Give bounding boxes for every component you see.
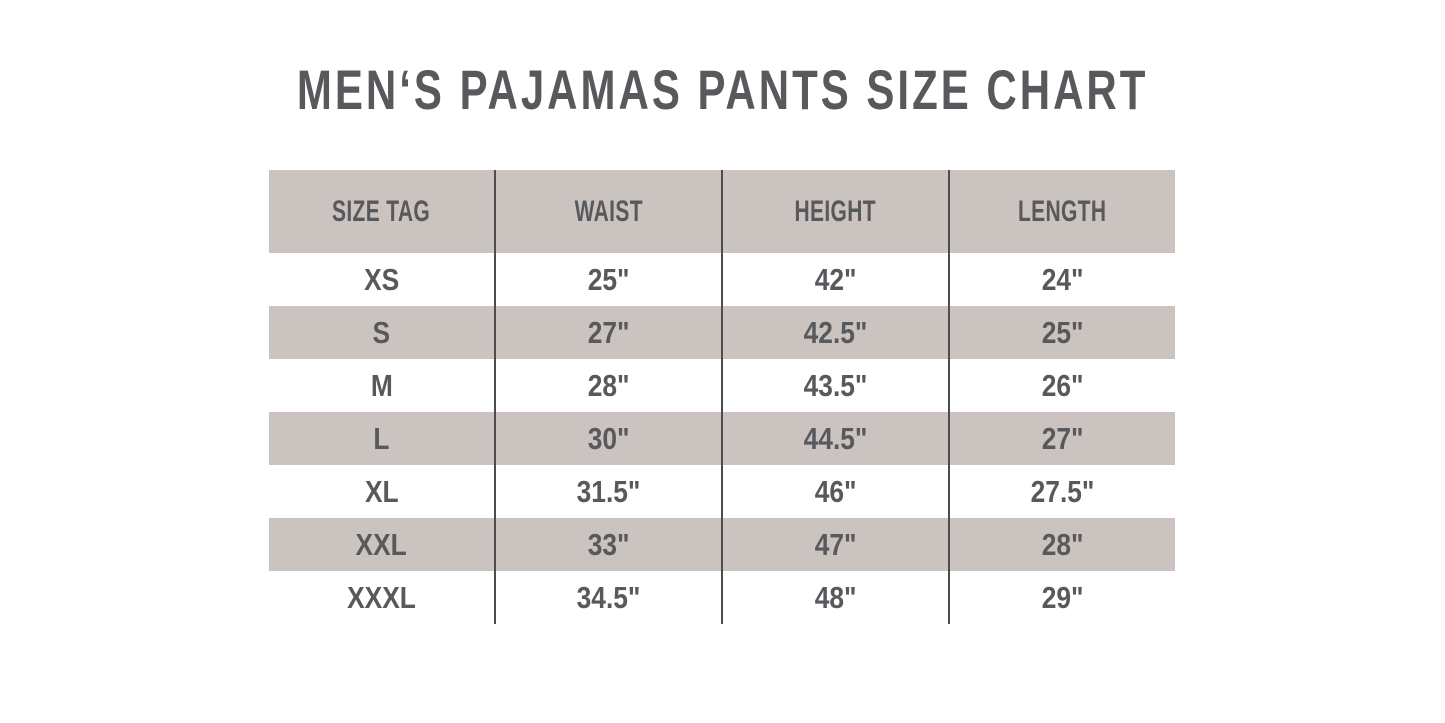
cell-value: 43.5" bbox=[803, 367, 868, 403]
cell-value: 34.5" bbox=[576, 579, 641, 615]
table-row-xxl: XXL 33" 47" 28" bbox=[269, 518, 1175, 571]
cell-value: XXL bbox=[355, 526, 408, 562]
length-cell: 24" bbox=[949, 253, 1175, 306]
cell-value: XS bbox=[363, 261, 400, 297]
size-tag-cell: XL bbox=[269, 465, 496, 518]
cell-value: 42.5" bbox=[803, 314, 868, 350]
size-tag-cell: M bbox=[269, 359, 496, 412]
waist-cell: 27" bbox=[495, 306, 723, 359]
height-cell: 42" bbox=[721, 253, 950, 306]
cell-value: XL bbox=[364, 473, 399, 509]
cell-value: XXXL bbox=[347, 579, 416, 615]
cell-value: 44.5" bbox=[803, 420, 868, 456]
cell-value: 25" bbox=[1041, 314, 1084, 350]
cell-value: 42" bbox=[814, 261, 857, 297]
column-header-label: WAIST bbox=[574, 194, 643, 228]
waist-cell: 28" bbox=[495, 359, 723, 412]
table-row-xxxl: XXXL 34.5" 48" 29" bbox=[269, 571, 1175, 624]
cell-value: 47" bbox=[814, 526, 857, 562]
cell-value: 48" bbox=[814, 579, 857, 615]
cell-value: M bbox=[370, 367, 393, 403]
waist-cell: 31.5" bbox=[495, 465, 723, 518]
table-row-l: L 30" 44.5" 27" bbox=[269, 412, 1175, 465]
cell-value: 27" bbox=[1041, 420, 1084, 456]
table-body: XS 25" 42" 24" S 27" 42.5" 25" M 28" 43.… bbox=[269, 253, 1175, 624]
height-cell: 44.5" bbox=[721, 412, 950, 465]
cell-value: 28" bbox=[1041, 526, 1084, 562]
column-header-label: LENGTH bbox=[1018, 194, 1107, 228]
column-header-size-tag: SIZE TAG bbox=[269, 170, 496, 253]
column-header-height: HEIGHT bbox=[721, 170, 950, 253]
cell-value: 30" bbox=[587, 420, 630, 456]
cell-value: 28" bbox=[587, 367, 630, 403]
size-tag-cell: XS bbox=[269, 253, 496, 306]
waist-cell: 25" bbox=[495, 253, 723, 306]
length-cell: 26" bbox=[949, 359, 1175, 412]
page-title: MEN‘S PAJAMAS PANTS SIZE CHART bbox=[0, 62, 1445, 118]
cell-value: 31.5" bbox=[576, 473, 641, 509]
size-tag-cell: S bbox=[269, 306, 496, 359]
length-cell: 29" bbox=[949, 571, 1175, 624]
cell-value: 29" bbox=[1041, 579, 1084, 615]
height-cell: 46" bbox=[721, 465, 950, 518]
cell-value: 24" bbox=[1041, 261, 1084, 297]
cell-value: 33" bbox=[587, 526, 630, 562]
size-chart-table: SIZE TAG WAIST HEIGHT LENGTH XS 25" 42" … bbox=[269, 170, 1175, 624]
cell-value: 27.5" bbox=[1030, 473, 1095, 509]
height-cell: 42.5" bbox=[721, 306, 950, 359]
height-cell: 48" bbox=[721, 571, 950, 624]
column-header-label: HEIGHT bbox=[794, 194, 877, 228]
column-header-length: LENGTH bbox=[949, 170, 1175, 253]
table-header-row: SIZE TAG WAIST HEIGHT LENGTH bbox=[269, 170, 1175, 253]
cell-value: L bbox=[373, 420, 390, 456]
table-header: SIZE TAG WAIST HEIGHT LENGTH bbox=[269, 170, 1175, 253]
length-cell: 27" bbox=[949, 412, 1175, 465]
height-cell: 47" bbox=[721, 518, 950, 571]
cell-value: 27" bbox=[587, 314, 630, 350]
cell-value: 46" bbox=[814, 473, 857, 509]
cell-value: S bbox=[372, 314, 391, 350]
page-title-text: MEN‘S PAJAMAS PANTS SIZE CHART bbox=[296, 58, 1149, 121]
length-cell: 27.5" bbox=[949, 465, 1175, 518]
waist-cell: 34.5" bbox=[495, 571, 723, 624]
table-row-xl: XL 31.5" 46" 27.5" bbox=[269, 465, 1175, 518]
size-tag-cell: XXXL bbox=[269, 571, 496, 624]
table-row-xs: XS 25" 42" 24" bbox=[269, 253, 1175, 306]
column-header-waist: WAIST bbox=[495, 170, 723, 253]
cell-value: 26" bbox=[1041, 367, 1084, 403]
table-row-m: M 28" 43.5" 26" bbox=[269, 359, 1175, 412]
waist-cell: 33" bbox=[495, 518, 723, 571]
cell-value: 25" bbox=[587, 261, 630, 297]
length-cell: 28" bbox=[949, 518, 1175, 571]
size-tag-cell: XXL bbox=[269, 518, 496, 571]
size-tag-cell: L bbox=[269, 412, 496, 465]
length-cell: 25" bbox=[949, 306, 1175, 359]
table-row-s: S 27" 42.5" 25" bbox=[269, 306, 1175, 359]
column-header-label: SIZE TAG bbox=[332, 194, 431, 228]
waist-cell: 30" bbox=[495, 412, 723, 465]
height-cell: 43.5" bbox=[721, 359, 950, 412]
